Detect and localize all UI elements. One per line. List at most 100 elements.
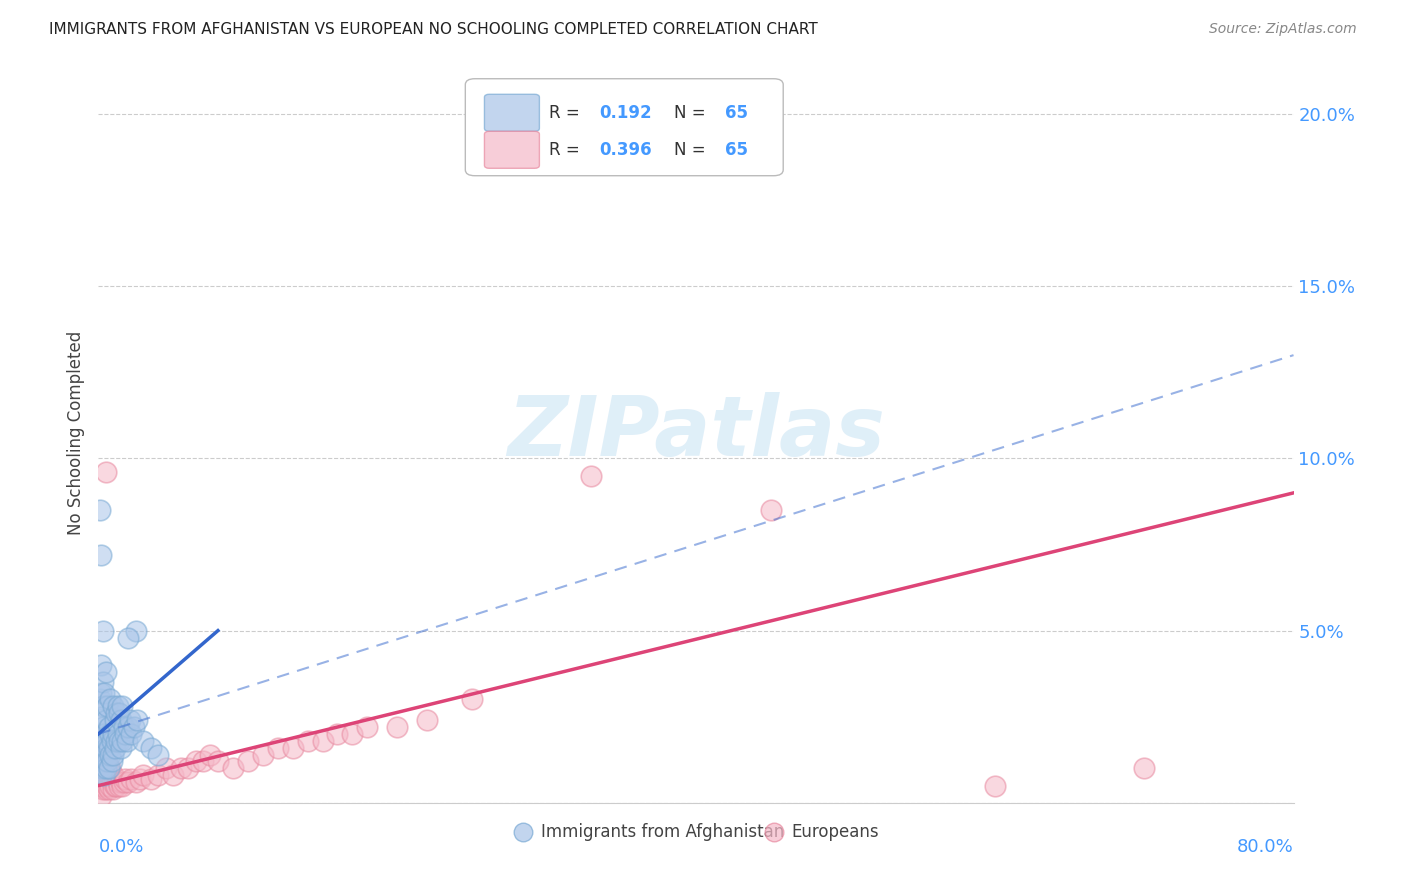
Point: [97, 761, 120, 775]
FancyBboxPatch shape: [485, 131, 540, 169]
Point: [108, 706, 131, 721]
Point: [90, 772, 112, 786]
Point: [101, 755, 124, 769]
Point: [127, 713, 149, 727]
Point: [94, 465, 117, 479]
Point: [93, 761, 115, 775]
Point: [93, 768, 115, 782]
Point: [89, 761, 111, 775]
Point: [461, 692, 484, 706]
Point: [984, 779, 1007, 793]
Point: [139, 740, 162, 755]
Point: [90, 548, 112, 562]
Point: [96, 699, 118, 714]
Point: [356, 720, 378, 734]
Point: [177, 761, 200, 775]
Point: [200, 747, 222, 762]
Point: [96, 755, 118, 769]
Point: [94, 665, 117, 679]
Text: 80.0%: 80.0%: [1237, 838, 1294, 855]
Point: [93, 779, 115, 793]
Point: [107, 727, 129, 741]
Point: [94, 713, 117, 727]
Point: [89, 744, 111, 758]
Point: [101, 775, 124, 789]
Point: [108, 779, 131, 793]
Point: [105, 706, 128, 721]
Point: [104, 713, 127, 727]
Point: [385, 720, 409, 734]
Text: 65: 65: [724, 141, 748, 159]
Point: [98, 761, 122, 775]
Point: [281, 740, 304, 755]
Point: [236, 755, 259, 769]
Point: [89, 503, 111, 517]
Point: [110, 775, 132, 789]
Point: [112, 720, 135, 734]
Point: [222, 761, 245, 775]
Point: [91, 768, 114, 782]
Point: [117, 720, 139, 734]
Point: [90, 744, 112, 758]
Point: [107, 775, 129, 789]
Point: [103, 782, 125, 797]
Point: [110, 713, 132, 727]
Point: [162, 768, 184, 782]
Point: [90, 709, 112, 723]
Point: [581, 468, 603, 483]
Point: [103, 727, 125, 741]
Point: [125, 624, 148, 638]
Point: [91, 624, 114, 638]
Point: [93, 734, 115, 748]
Point: [111, 779, 134, 793]
Point: [148, 747, 170, 762]
Point: [91, 720, 114, 734]
Text: Europeans: Europeans: [792, 823, 879, 841]
Point: [103, 699, 125, 714]
Point: [98, 747, 122, 762]
Point: [91, 744, 114, 758]
Point: [93, 685, 115, 699]
Point: [90, 685, 112, 699]
Text: 0.0%: 0.0%: [98, 838, 143, 855]
Point: [105, 779, 128, 793]
Point: [129, 772, 152, 786]
Point: [91, 675, 114, 690]
Point: [107, 699, 129, 714]
Text: ZIPatlas: ZIPatlas: [508, 392, 884, 473]
Point: [342, 727, 364, 741]
Text: Source: ZipAtlas.com: Source: ZipAtlas.com: [1209, 22, 1357, 37]
Point: [326, 727, 349, 741]
Point: [94, 747, 117, 762]
Point: [117, 631, 139, 645]
Point: [96, 734, 118, 748]
Text: 65: 65: [724, 103, 748, 122]
Point: [97, 720, 120, 734]
Point: [416, 713, 439, 727]
Point: [267, 740, 290, 755]
Point: [91, 699, 114, 714]
Point: [207, 755, 229, 769]
Point: [89, 727, 111, 741]
FancyBboxPatch shape: [465, 78, 783, 176]
Point: [124, 720, 146, 734]
Point: [112, 775, 135, 789]
Point: [155, 761, 177, 775]
Point: [94, 768, 117, 782]
Point: [94, 740, 117, 755]
Point: [90, 768, 112, 782]
Point: [148, 768, 170, 782]
Text: Immigrants from Afghanistan: Immigrants from Afghanistan: [541, 823, 785, 841]
Y-axis label: No Schooling Completed: No Schooling Completed: [67, 331, 86, 534]
Point: [91, 747, 114, 762]
Point: [252, 747, 274, 762]
Point: [90, 734, 112, 748]
Point: [104, 740, 127, 755]
Point: [104, 779, 127, 793]
Point: [91, 761, 114, 775]
Point: [96, 779, 118, 793]
Point: [132, 734, 155, 748]
Point: [311, 734, 333, 748]
Point: [98, 779, 122, 793]
Point: [103, 747, 125, 762]
